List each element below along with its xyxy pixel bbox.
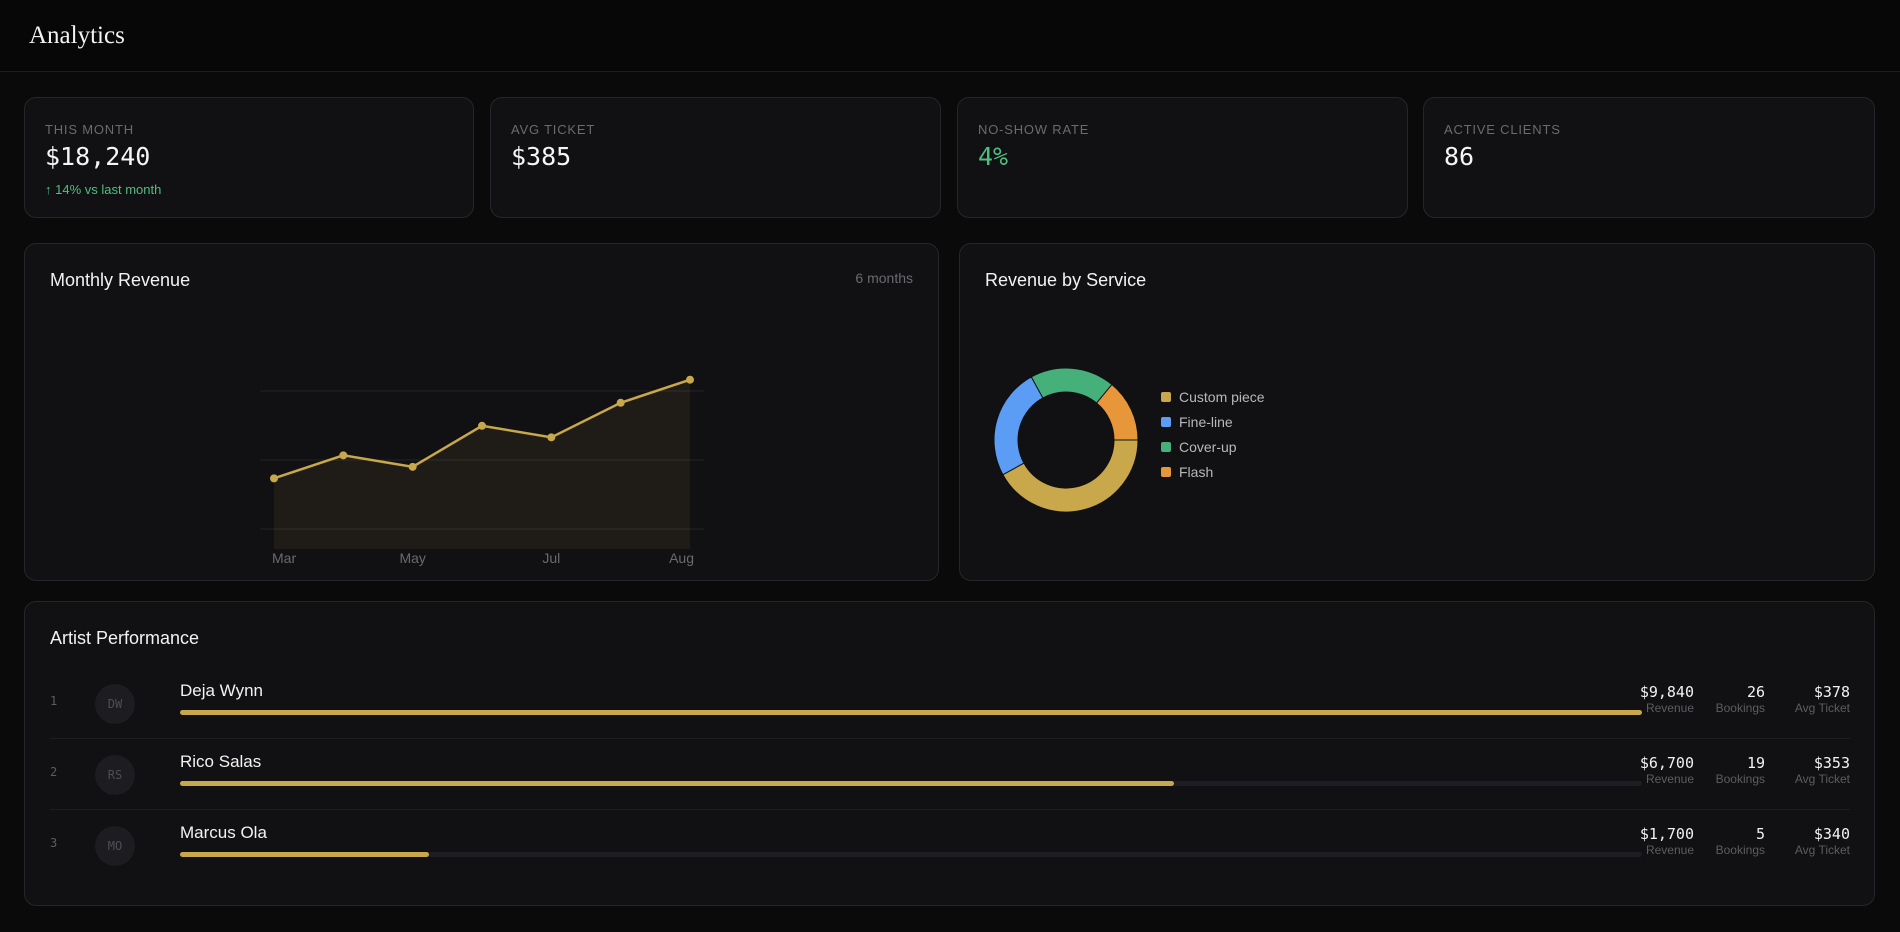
bookings-metric: 5 Bookings bbox=[1716, 825, 1765, 857]
revenue-bar-fill bbox=[180, 710, 1642, 715]
data-point[interactable] bbox=[270, 474, 278, 483]
stat-value: $18,240 bbox=[45, 142, 151, 171]
artist-name: Rico Salas bbox=[180, 752, 262, 771]
data-point[interactable] bbox=[547, 433, 556, 442]
panel-title: Revenue by Service bbox=[985, 270, 1147, 290]
service-legend: Custom piece Fine-line Cover-up Flash bbox=[1161, 384, 1265, 484]
data-point[interactable] bbox=[339, 451, 348, 460]
legend-label: Custom piece bbox=[1179, 388, 1265, 405]
x-tick-label: Aug bbox=[669, 550, 694, 566]
donut-slice[interactable] bbox=[993, 376, 1044, 476]
revenue-bar-track bbox=[180, 710, 1642, 715]
avg-ticket-metric: $353 Avg Ticket bbox=[1795, 754, 1850, 786]
stat-card-active-clients: ACTIVE CLIENTS 86 bbox=[1423, 97, 1875, 218]
revenue-by-service-panel: Revenue by Service Custom piece Fine-line… bbox=[959, 243, 1875, 581]
bookings-metric: 19 Bookings bbox=[1716, 754, 1765, 786]
bookings-metric: 26 Bookings bbox=[1716, 683, 1765, 715]
data-point[interactable] bbox=[408, 462, 417, 471]
bookings-label: Bookings bbox=[1715, 843, 1765, 857]
stat-value: 86 bbox=[1444, 142, 1475, 171]
service-donut-chart bbox=[993, 367, 1139, 513]
data-point[interactable] bbox=[686, 375, 694, 384]
legend-item[interactable]: Custom piece bbox=[1161, 384, 1265, 409]
stat-label: ACTIVE CLIENTS bbox=[1444, 122, 1561, 137]
revenue-value: $6,700 bbox=[1639, 754, 1694, 772]
revenue-value: $1,700 bbox=[1639, 825, 1694, 843]
panel-title: Monthly Revenue bbox=[50, 270, 191, 290]
artist-name: Deja Wynn bbox=[180, 681, 263, 700]
table-row[interactable]: 3 MO Marcus Ola $1,700 Revenue 5 Booking… bbox=[50, 811, 1850, 881]
revenue-metric: $9,840 Revenue bbox=[1640, 683, 1694, 715]
stat-card-no-show-rate: NO-SHOW RATE 4% bbox=[957, 97, 1408, 218]
rank: 1 bbox=[50, 694, 58, 708]
revenue-label: Revenue bbox=[1645, 701, 1694, 715]
panel-title: Artist Performance bbox=[50, 628, 200, 648]
avatar: RS bbox=[95, 755, 135, 795]
donut-slice[interactable] bbox=[1095, 383, 1139, 441]
avg-ticket-value: $353 bbox=[1813, 754, 1850, 772]
data-point[interactable] bbox=[616, 398, 625, 407]
revenue-label: Revenue bbox=[1645, 843, 1694, 857]
bookings-label: Bookings bbox=[1715, 701, 1765, 715]
top-bar: Analytics bbox=[0, 0, 1900, 72]
artist-name: Marcus Ola bbox=[180, 823, 267, 842]
range-label: 6 months bbox=[855, 270, 913, 286]
revenue-line-chart: Mar May Jul Aug bbox=[260, 375, 704, 566]
stat-label: AVG TICKET bbox=[511, 122, 596, 137]
bookings-value: 26 bbox=[1746, 683, 1765, 701]
legend-swatch bbox=[1161, 466, 1171, 477]
x-tick-label: Mar bbox=[272, 550, 296, 566]
revenue-bar-fill bbox=[180, 781, 1175, 786]
revenue-bar-fill bbox=[180, 852, 429, 857]
avatar: MO bbox=[95, 826, 135, 866]
legend-item[interactable]: Cover-up bbox=[1161, 434, 1265, 459]
legend-swatch bbox=[1161, 416, 1171, 427]
avg-ticket-label: Avg Ticket bbox=[1794, 843, 1850, 857]
donut-slice[interactable] bbox=[1002, 439, 1139, 513]
revenue-metric: $6,700 Revenue bbox=[1640, 754, 1694, 786]
stat-delta: ↑ 14% vs last month bbox=[45, 182, 162, 197]
legend-label: Cover-up bbox=[1179, 438, 1237, 455]
stat-card-this-month: THIS MONTH $18,240 ↑ 14% vs last month bbox=[24, 97, 474, 218]
legend-label: Fine-line bbox=[1179, 413, 1233, 430]
table-row[interactable]: 2 RS Rico Salas $6,700 Revenue 19 Bookin… bbox=[50, 740, 1850, 810]
avg-ticket-value: $378 bbox=[1813, 683, 1850, 701]
legend-swatch bbox=[1161, 441, 1171, 452]
stat-card-avg-ticket: AVG TICKET $385 bbox=[490, 97, 941, 218]
artist-performance-panel: Artist Performance 1 DW Deja Wynn $9,840… bbox=[24, 601, 1875, 906]
page-title: Analytics bbox=[29, 22, 125, 49]
rank: 2 bbox=[50, 765, 58, 779]
avg-ticket-label: Avg Ticket bbox=[1794, 701, 1850, 715]
legend-swatch bbox=[1161, 391, 1171, 402]
monthly-revenue-panel: Monthly Revenue 6 months Mar May Jul Aug bbox=[24, 243, 939, 581]
avg-ticket-value: $340 bbox=[1813, 825, 1850, 843]
legend-item[interactable]: Flash bbox=[1161, 459, 1265, 484]
bookings-value: 19 bbox=[1746, 754, 1765, 772]
revenue-value: $9,840 bbox=[1639, 683, 1694, 701]
revenue-bar-track bbox=[180, 781, 1642, 786]
bookings-value: 5 bbox=[1755, 825, 1765, 843]
donut-slice[interactable] bbox=[1030, 367, 1113, 404]
data-point[interactable] bbox=[478, 421, 486, 430]
stat-value: 4% bbox=[978, 142, 1009, 171]
legend-label: Flash bbox=[1179, 463, 1214, 480]
table-row[interactable]: 1 DW Deja Wynn $9,840 Revenue 26 Booking… bbox=[50, 669, 1850, 739]
stat-value: $385 bbox=[511, 142, 572, 171]
legend-item[interactable]: Fine-line bbox=[1161, 409, 1265, 434]
bookings-label: Bookings bbox=[1715, 772, 1765, 786]
rank: 3 bbox=[50, 836, 58, 850]
stat-label: NO-SHOW RATE bbox=[978, 122, 1090, 137]
x-tick-label: May bbox=[399, 550, 425, 566]
revenue-label: Revenue bbox=[1645, 772, 1694, 786]
revenue-metric: $1,700 Revenue bbox=[1640, 825, 1694, 857]
avg-ticket-metric: $340 Avg Ticket bbox=[1795, 825, 1850, 857]
avatar: DW bbox=[95, 684, 135, 724]
avg-ticket-metric: $378 Avg Ticket bbox=[1795, 683, 1850, 715]
stat-label: THIS MONTH bbox=[45, 122, 134, 137]
x-tick-label: Jul bbox=[542, 550, 560, 566]
avg-ticket-label: Avg Ticket bbox=[1794, 772, 1850, 786]
revenue-area bbox=[274, 379, 690, 549]
revenue-bar-track bbox=[180, 852, 1642, 857]
